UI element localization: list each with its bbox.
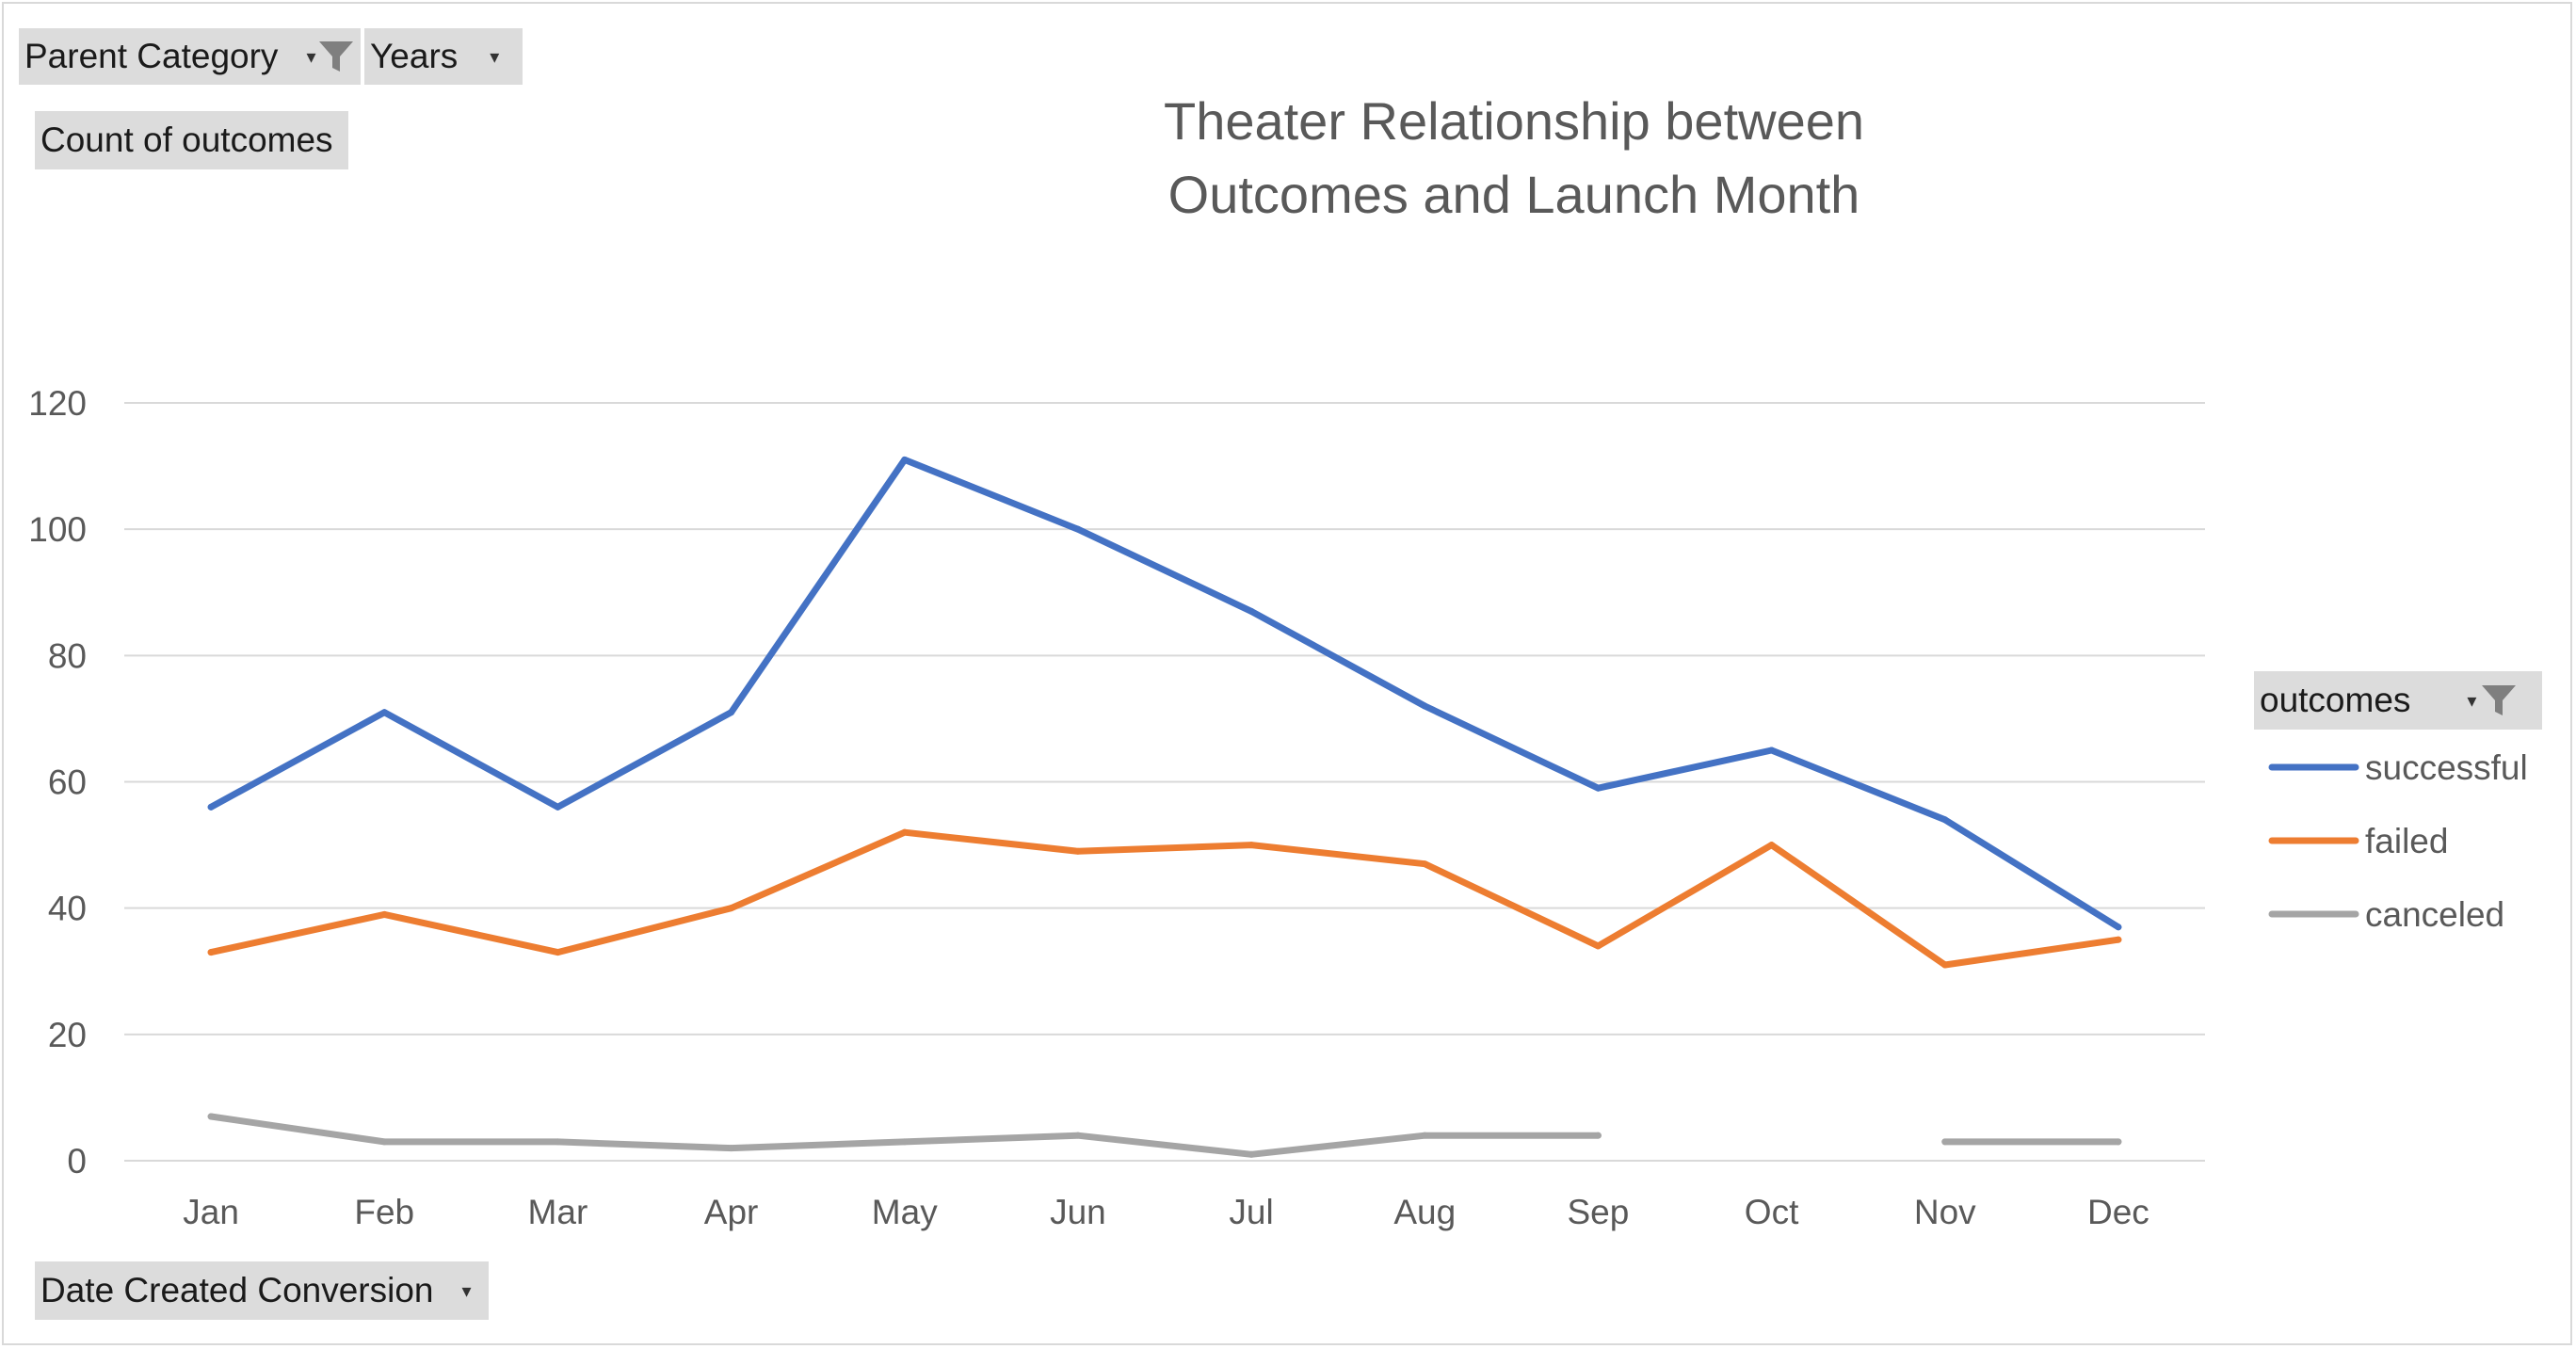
x-tick-label: Aug — [1393, 1193, 1456, 1231]
parent-category-label: Parent Category — [24, 37, 279, 75]
series-line-canceled — [207, 1113, 2122, 1158]
y-tick-label: 20 — [48, 1016, 87, 1054]
data-point-successful — [554, 803, 561, 811]
data-point-canceled — [2115, 1138, 2122, 1146]
data-point-failed — [207, 949, 215, 956]
dropdown-arrow-icon: ▾ — [2467, 690, 2477, 712]
data-point-canceled — [901, 1138, 909, 1146]
y-tick-label: 80 — [48, 636, 87, 675]
series-line-failed — [207, 828, 2122, 969]
outcomes-legend-label: outcomes — [2260, 681, 2411, 719]
years-label: Years — [370, 37, 459, 75]
data-point-failed — [380, 910, 388, 918]
filter-funnel-icon — [2482, 685, 2517, 715]
x-tick-label: Jan — [183, 1193, 239, 1231]
data-point-canceled — [554, 1138, 561, 1146]
y-tick-label: 60 — [48, 763, 87, 802]
x-tick-label: Jun — [1050, 1193, 1106, 1231]
x-tick-label: Oct — [1745, 1193, 1799, 1231]
data-point-canceled — [380, 1138, 388, 1146]
gridlines — [124, 402, 2205, 1162]
x-tick-label: Nov — [1914, 1193, 1976, 1231]
dropdown-arrow-icon: ▾ — [490, 46, 500, 68]
data-point-successful — [2115, 923, 2122, 931]
data-point-canceled — [1074, 1132, 1082, 1139]
legend: successful failed canceled — [2268, 748, 2528, 934]
data-point-successful — [1594, 784, 1602, 792]
data-point-failed — [1594, 942, 1602, 950]
filter-funnel-icon — [319, 41, 354, 72]
count-of-outcomes-label: Count of outcomes — [40, 120, 333, 159]
x-tick-label: Jul — [1229, 1193, 1273, 1231]
x-tick-label: Apr — [704, 1193, 759, 1231]
count-of-outcomes-field-button[interactable]: Count of outcomes — [35, 111, 348, 169]
y-tick-label: 40 — [48, 890, 87, 928]
x-tick-label: Feb — [354, 1193, 414, 1231]
data-point-successful — [207, 803, 215, 811]
data-point-failed — [1248, 842, 1255, 849]
y-tick-label: 0 — [67, 1142, 87, 1180]
x-tick-label: Sep — [1567, 1193, 1629, 1231]
x-axis-ticks: Jan Feb Mar Apr May Jun Jul Aug Sep Oct Nov Dec — [183, 1193, 2149, 1231]
dropdown-arrow-icon: ▾ — [306, 46, 316, 68]
data-point-failed — [1941, 961, 1949, 969]
x-tick-label: Dec — [2087, 1193, 2149, 1231]
x-tick-label: May — [872, 1193, 938, 1231]
data-point-canceled — [1941, 1138, 1949, 1146]
dropdown-arrow-icon: ▾ — [461, 1280, 472, 1302]
data-point-successful — [380, 709, 388, 716]
data-point-successful — [728, 709, 735, 716]
data-point-failed — [1421, 860, 1428, 868]
data-point-successful — [1421, 702, 1428, 710]
series-lines — [207, 456, 2122, 1158]
data-point-failed — [1074, 847, 1082, 855]
y-tick-label: 100 — [28, 510, 87, 549]
data-point-failed — [1768, 842, 1776, 849]
data-point-successful — [1074, 525, 1082, 533]
data-point-canceled — [1594, 1132, 1602, 1139]
chart-title-line-1: Theater Relationship between — [1164, 91, 1864, 151]
date-created-conversion-field-button[interactable]: Date Created Conversion ▾ — [35, 1261, 489, 1320]
data-point-failed — [901, 828, 909, 836]
data-point-successful — [1768, 747, 1776, 754]
data-point-canceled — [728, 1145, 735, 1152]
years-filter-button[interactable]: Years ▾ — [364, 28, 523, 85]
data-point-canceled — [1248, 1150, 1255, 1158]
data-point-failed — [2115, 936, 2122, 943]
chart-title-line-2: Outcomes and Launch Month — [1168, 165, 1860, 224]
data-point-failed — [554, 949, 561, 956]
y-tick-label: 120 — [28, 384, 87, 423]
series-line-successful — [207, 456, 2122, 931]
data-point-successful — [1248, 607, 1255, 615]
y-axis-ticks: 0 20 40 60 80 100 120 — [28, 384, 87, 1180]
outcomes-legend-filter-button[interactable]: outcomes ▾ — [2254, 671, 2542, 730]
parent-category-filter-button[interactable]: Parent Category ▾ — [19, 28, 361, 85]
data-point-failed — [728, 905, 735, 912]
data-point-successful — [1941, 816, 1949, 824]
date-created-conversion-label: Date Created Conversion — [40, 1271, 434, 1309]
data-point-canceled — [1421, 1132, 1428, 1139]
legend-label-canceled: canceled — [2365, 895, 2504, 934]
data-point-successful — [901, 456, 909, 463]
data-point-canceled — [207, 1113, 215, 1120]
legend-label-failed: failed — [2365, 822, 2448, 860]
legend-label-successful: successful — [2365, 748, 2528, 787]
x-tick-label: Mar — [528, 1193, 588, 1231]
